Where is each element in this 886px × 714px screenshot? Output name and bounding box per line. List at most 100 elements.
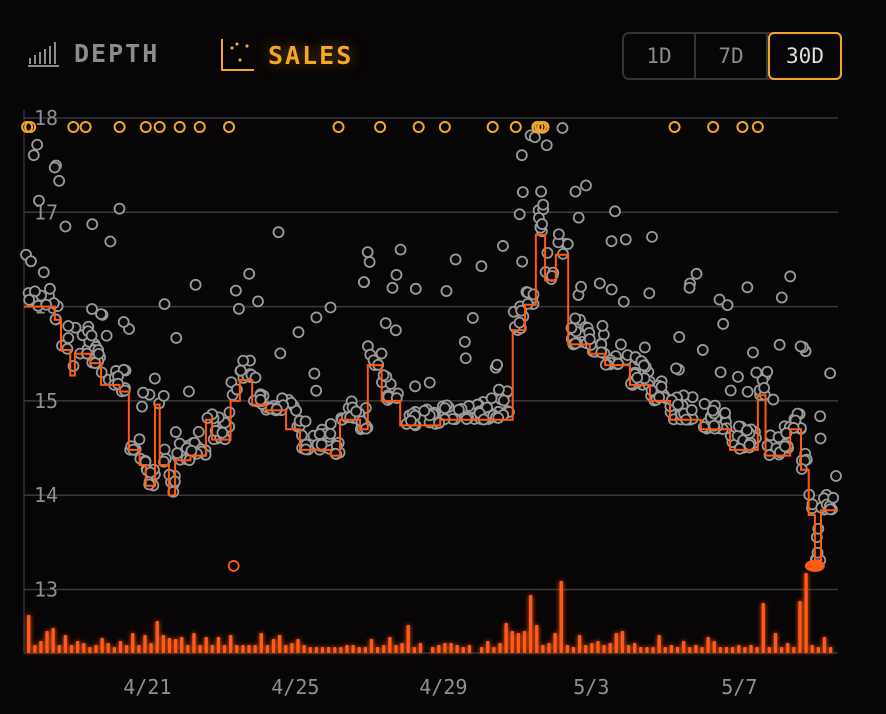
sale-point xyxy=(292,326,305,339)
volume-bar xyxy=(657,635,661,653)
volume-bar xyxy=(553,633,557,653)
sale-point xyxy=(638,359,650,372)
sale-point xyxy=(405,414,417,427)
range-1d-button[interactable]: 1D xyxy=(624,34,696,78)
volume-bar xyxy=(645,647,649,653)
volume-bar xyxy=(333,647,337,653)
sale-point xyxy=(62,332,75,344)
sale-point xyxy=(315,438,328,451)
sale-point xyxy=(158,443,171,456)
volume-bar xyxy=(210,645,215,653)
volume-bar xyxy=(296,639,300,653)
sale-point xyxy=(605,235,618,248)
outlier-marker xyxy=(486,121,499,133)
sale-point xyxy=(721,299,734,311)
sale-point xyxy=(655,380,668,393)
outlier-marker xyxy=(67,121,80,133)
volume-bar xyxy=(186,645,190,653)
sale-point xyxy=(379,317,392,330)
x-tick-label: 4/29 xyxy=(419,675,467,699)
sale-point xyxy=(717,318,730,330)
sale-point xyxy=(561,238,574,250)
sale-point xyxy=(85,329,98,342)
volume-bar xyxy=(431,647,435,653)
sale-point xyxy=(485,392,498,405)
sale-point xyxy=(466,312,479,324)
volume-bar xyxy=(124,645,129,653)
sale-point xyxy=(552,228,565,241)
volume-bar xyxy=(253,645,257,653)
sale-point xyxy=(113,202,126,215)
outlier-marker xyxy=(537,121,550,133)
sale-point xyxy=(646,230,658,243)
sale-point xyxy=(569,185,582,198)
sale-point xyxy=(133,433,146,446)
volume-bar xyxy=(345,645,349,653)
sale-point xyxy=(270,403,283,416)
volume-bar xyxy=(828,647,833,653)
volume-bar xyxy=(180,637,184,653)
sale-point xyxy=(386,281,399,294)
volume-bar xyxy=(106,643,110,653)
volume-bar xyxy=(57,645,61,653)
volume-bar xyxy=(400,643,404,653)
volume-bar xyxy=(443,643,447,653)
sale-point xyxy=(685,404,698,416)
volume-bar xyxy=(461,647,465,653)
x-tick-label: 4/25 xyxy=(271,675,319,699)
volume-bar xyxy=(131,633,135,653)
volume-bar xyxy=(375,647,380,653)
volume-bar xyxy=(584,645,588,653)
volume-bar xyxy=(394,645,398,653)
volume-bar xyxy=(94,645,98,653)
volume-bar xyxy=(137,645,141,653)
x-tick-label: 5/7 xyxy=(721,675,757,699)
sale-point xyxy=(389,324,402,337)
volume-bar xyxy=(198,645,202,653)
tab-depth-label: DEPTH xyxy=(74,38,160,68)
sale-point xyxy=(670,362,682,375)
outlier-marker xyxy=(153,121,166,133)
sale-point xyxy=(612,358,625,370)
sale-point xyxy=(375,347,388,360)
sale-point xyxy=(714,366,727,379)
volume-bar xyxy=(608,643,612,653)
volume-bar xyxy=(302,645,306,653)
volume-bar xyxy=(565,645,570,653)
range-30d-button[interactable]: 30D xyxy=(768,32,842,80)
sale-point xyxy=(614,338,627,351)
volume-bar xyxy=(743,647,747,653)
volume-bar xyxy=(235,645,239,653)
volume-bar xyxy=(192,633,196,653)
range-7d-button[interactable]: 7D xyxy=(696,34,768,78)
sale-point xyxy=(157,389,170,402)
outlier-marker xyxy=(193,121,206,133)
sale-point xyxy=(418,404,431,417)
sale-point xyxy=(254,393,267,406)
sale-point xyxy=(144,466,157,479)
outlier-marker xyxy=(113,121,126,133)
sale-point xyxy=(439,402,451,414)
sale-point xyxy=(724,384,737,397)
volume-bar xyxy=(467,645,472,653)
x-tick-label: 4/21 xyxy=(123,675,171,699)
volume-bar xyxy=(516,633,521,653)
volume-bar xyxy=(259,633,263,653)
tab-sales[interactable]: SALES xyxy=(220,38,353,72)
volume-bar xyxy=(51,628,55,653)
volume-bar xyxy=(277,635,282,653)
bar-chart-icon xyxy=(28,42,59,67)
volume-bar xyxy=(700,647,704,653)
sale-point xyxy=(48,161,61,174)
volume-bar xyxy=(326,647,331,653)
sale-point xyxy=(189,278,202,291)
scatter-chart-icon xyxy=(221,39,254,71)
sale-point xyxy=(761,365,774,378)
sale-point xyxy=(44,282,56,295)
tab-depth[interactable]: DEPTH xyxy=(26,38,159,68)
sale-point xyxy=(672,398,684,411)
x-tick-label: 5/3 xyxy=(573,675,609,699)
outlier-marker xyxy=(412,121,425,133)
volume-bar xyxy=(204,637,208,653)
sale-point xyxy=(516,255,529,268)
